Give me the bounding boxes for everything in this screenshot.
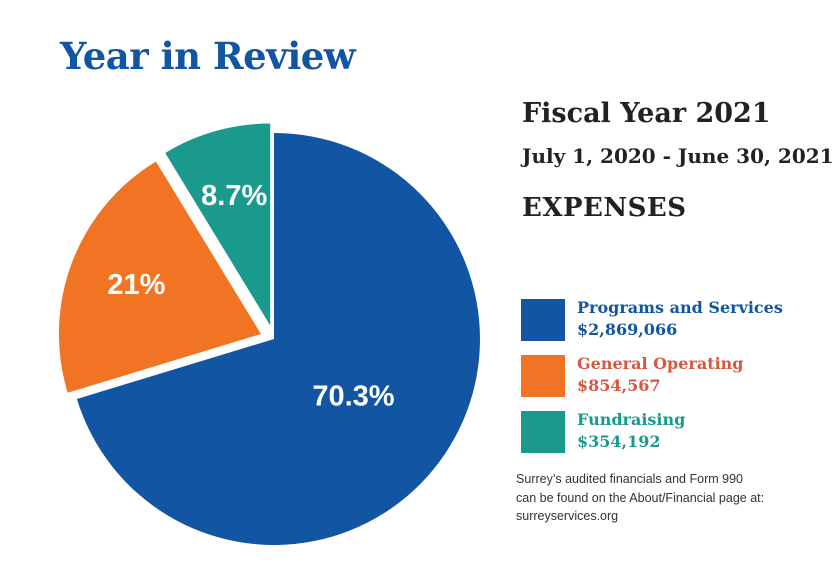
legend-amount-fundraising: $354,192 — [577, 432, 661, 451]
legend-amount-programs: $2,869,066 — [577, 320, 678, 339]
legend-swatch-fundraising — [521, 411, 565, 453]
fiscal-year-title: Fiscal Year 2021 — [522, 98, 771, 129]
footnote-line: Surrey’s audited financials and Form 990 — [516, 472, 743, 486]
slice-programs — [76, 133, 480, 545]
legend-swatch-general-operating — [521, 355, 565, 397]
expenses-heading: EXPENSES — [522, 193, 687, 223]
financials-footnote: Surrey’s audited financials and Form 990… — [516, 470, 764, 526]
slice-general-operating — [58, 161, 261, 393]
pie-chart: 70.3% 21% 8.7% — [58, 123, 480, 545]
slice-label-programs: 70.3% — [312, 381, 394, 413]
legend-label-fundraising: Fundraising — [577, 410, 686, 429]
legend-label-general-operating: General Operating — [577, 354, 744, 373]
legend-amount-general-operating: $854,567 — [577, 376, 661, 395]
fiscal-year-range: July 1, 2020 - June 30, 2021 — [522, 144, 834, 168]
page-title: Year in Review — [60, 34, 356, 78]
slice-label-general-operating: 21% — [107, 269, 165, 301]
legend-swatch-programs — [521, 299, 565, 341]
slice-fundraising — [165, 123, 271, 326]
slice-label-fundraising: 8.7% — [201, 180, 267, 212]
footnote-line: can be found on the About/Financial page… — [516, 490, 765, 505]
footnote-line: surreyservices.org — [516, 509, 619, 523]
legend-label-programs: Programs and Services — [577, 298, 783, 317]
